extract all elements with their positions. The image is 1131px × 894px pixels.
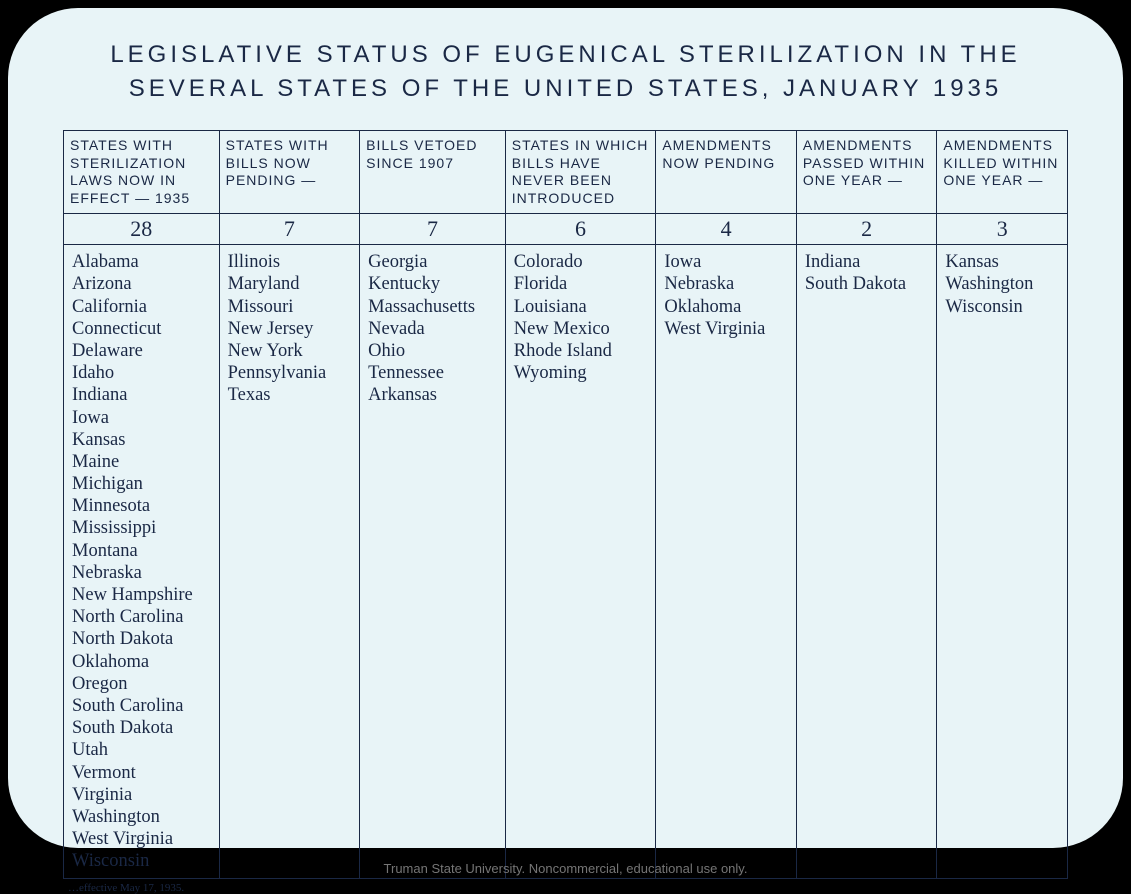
col-count: 7 [360, 214, 506, 245]
header-row: STATES WITH STERILIZATION LAWS NOW IN EF… [64, 131, 1068, 214]
list-item: Nebraska [72, 562, 213, 584]
status-table: STATES WITH STERILIZATION LAWS NOW IN EF… [63, 130, 1068, 879]
col-count: 6 [505, 214, 656, 245]
list-item: West Virginia [664, 318, 790, 340]
list-item: Indiana [805, 251, 931, 273]
list-item: Nebraska [664, 273, 790, 295]
col-items: IndianaSouth Dakota [796, 245, 937, 879]
col-count: 7 [219, 214, 360, 245]
list-item: South Dakota [805, 273, 931, 295]
list-item: Montana [72, 540, 213, 562]
list-item: Louisiana [514, 296, 650, 318]
col-items: IllinoisMarylandMissouriNew JerseyNew Yo… [219, 245, 360, 879]
document-title: LEGISLATIVE STATUS OF EUGENICAL STERILIZ… [63, 38, 1068, 105]
list-item: Maryland [228, 273, 354, 295]
list-item: Oregon [72, 673, 213, 695]
list-item: Michigan [72, 473, 213, 495]
list-item: Indiana [72, 384, 213, 406]
col-header: AMENDMENTS PASSED WITHIN ONE YEAR — [796, 131, 937, 214]
attribution: Truman State University. Noncommercial, … [0, 861, 1131, 876]
list-item: New Mexico [514, 318, 650, 340]
list-item: Georgia [368, 251, 499, 273]
col-count: 28 [64, 214, 220, 245]
col-items: IowaNebraskaOklahomaWest Virginia [656, 245, 797, 879]
content-area: LEGISLATIVE STATUS OF EUGENICAL STERILIZ… [63, 38, 1068, 894]
col-header: STATES WITH STERILIZATION LAWS NOW IN EF… [64, 131, 220, 214]
list-item: Delaware [72, 340, 213, 362]
col-header: AMENDMENTS KILLED WITHIN ONE YEAR — [937, 131, 1068, 214]
list-item: Florida [514, 273, 650, 295]
col-count: 4 [656, 214, 797, 245]
slide-frame: LEGISLATIVE STATUS OF EUGENICAL STERILIZ… [8, 8, 1123, 848]
list-item: Iowa [664, 251, 790, 273]
col-items: GeorgiaKentuckyMassachusettsNevadaOhioTe… [360, 245, 506, 879]
list-item: Rhode Island [514, 340, 650, 362]
list-item: Iowa [72, 407, 213, 429]
list-item: Illinois [228, 251, 354, 273]
col-count: 3 [937, 214, 1068, 245]
list-item: Ohio [368, 340, 499, 362]
col-count: 2 [796, 214, 937, 245]
list-item: South Carolina [72, 695, 213, 717]
list-item: West Virginia [72, 828, 213, 850]
col-header: AMENDMENTS NOW PENDING [656, 131, 797, 214]
list-item: New Jersey [228, 318, 354, 340]
list-item: Kansas [72, 429, 213, 451]
col-header: BILLS VETOED SINCE 1907 [360, 131, 506, 214]
list-item: Nevada [368, 318, 499, 340]
list-item: Idaho [72, 362, 213, 384]
col-header: STATES IN WHICH BILLS HAVE NEVER BEEN IN… [505, 131, 656, 214]
col-items: KansasWashingtonWisconsin [937, 245, 1068, 879]
title-line-1: LEGISLATIVE STATUS OF EUGENICAL STERILIZ… [110, 41, 1020, 68]
list-item: Alabama [72, 251, 213, 273]
list-item: New Hampshire [72, 584, 213, 606]
list-item: Missouri [228, 296, 354, 318]
col-items: AlabamaArizonaCaliforniaConnecticutDelaw… [64, 245, 220, 879]
list-item: Arkansas [368, 384, 499, 406]
list-item: North Carolina [72, 606, 213, 628]
list-item: Utah [72, 739, 213, 761]
list-item: South Dakota [72, 717, 213, 739]
list-item: Tennessee [368, 362, 499, 384]
list-item: Pennsylvania [228, 362, 354, 384]
footnote: …effective May 17, 1935. [68, 882, 1068, 894]
list-item: Colorado [514, 251, 650, 273]
list-item: Maine [72, 451, 213, 473]
list-item: Wisconsin [945, 296, 1061, 318]
list-item: Massachusetts [368, 296, 499, 318]
list-item: New York [228, 340, 354, 362]
list-item: Virginia [72, 784, 213, 806]
list-item: Wyoming [514, 362, 650, 384]
list-item: Mississippi [72, 517, 213, 539]
list-item: Oklahoma [664, 296, 790, 318]
list-item: Washington [72, 806, 213, 828]
list-item: Vermont [72, 762, 213, 784]
list-item: Connecticut [72, 318, 213, 340]
list-item: Minnesota [72, 495, 213, 517]
list-item: Kansas [945, 251, 1061, 273]
col-header: STATES WITH BILLS NOW PENDING — [219, 131, 360, 214]
list-item: California [72, 296, 213, 318]
col-items: ColoradoFloridaLouisianaNew MexicoRhode … [505, 245, 656, 879]
list-item: Oklahoma [72, 651, 213, 673]
title-line-2: SEVERAL STATES OF THE UNITED STATES, JAN… [129, 75, 1003, 102]
list-item: Texas [228, 384, 354, 406]
count-row: 28 7 7 6 4 2 3 [64, 214, 1068, 245]
list-item: North Dakota [72, 628, 213, 650]
list-item: Washington [945, 273, 1061, 295]
list-item: Kentucky [368, 273, 499, 295]
list-item: Arizona [72, 273, 213, 295]
body-row: AlabamaArizonaCaliforniaConnecticutDelaw… [64, 245, 1068, 879]
